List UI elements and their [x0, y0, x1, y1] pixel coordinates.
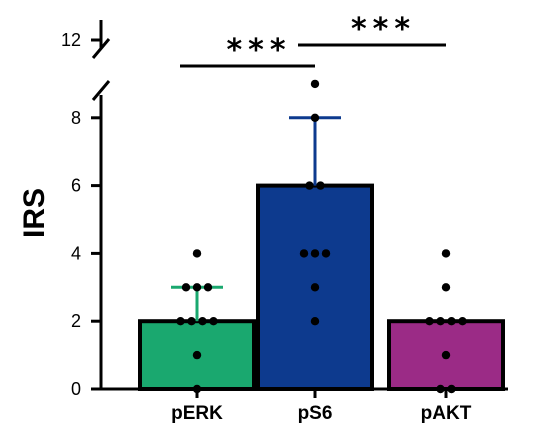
y-tick-label: 8 — [71, 108, 81, 128]
data-point — [192, 350, 202, 360]
data-point — [203, 283, 213, 292]
significance-label: *** — [351, 12, 416, 47]
data-point — [316, 181, 325, 190]
data-point — [181, 283, 191, 292]
y-tick-label: 0 — [71, 379, 81, 399]
x-tick-label: pAKT — [421, 403, 472, 424]
data-point — [425, 317, 434, 326]
axis-break-mark — [91, 38, 111, 59]
data-point — [441, 249, 451, 258]
data-point — [310, 249, 320, 258]
y-axis-title: IRS — [18, 188, 51, 238]
y-tick-label: 4 — [71, 243, 81, 263]
data-point — [436, 317, 445, 326]
data-point — [192, 249, 202, 258]
data-point — [310, 113, 320, 123]
data-point — [176, 317, 185, 326]
x-tick-label: pERK — [171, 403, 223, 424]
data-point — [310, 283, 320, 292]
data-point — [209, 317, 218, 326]
y-tick-label: 6 — [71, 176, 81, 196]
y-tick-label: 12 — [61, 30, 81, 50]
data-point — [299, 249, 309, 258]
x-tick-label: pS6 — [298, 403, 333, 424]
data-point — [458, 317, 467, 326]
y-tick-label: 2 — [71, 311, 81, 331]
data-point — [310, 79, 320, 89]
data-point — [198, 317, 207, 326]
data-point — [441, 283, 451, 292]
data-point — [187, 317, 196, 326]
data-point — [192, 283, 202, 292]
data-point — [321, 249, 331, 258]
axis-break-mark — [91, 80, 111, 101]
data-point — [305, 181, 314, 190]
data-point — [447, 317, 456, 326]
data-point — [310, 317, 320, 326]
significance-label: *** — [226, 33, 291, 68]
data-point — [441, 350, 451, 360]
plot-area: 0 2 4 6 8 12 pERK pS6 pAKT *** *** — [61, 12, 508, 424]
